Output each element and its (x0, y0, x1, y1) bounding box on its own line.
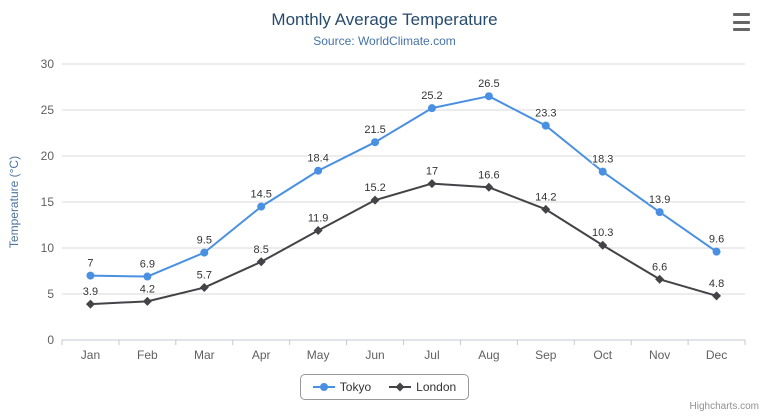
chart-title: Monthly Average Temperature (271, 10, 498, 29)
data-point-tokyo[interactable] (86, 271, 95, 280)
credits-link[interactable]: Highcharts.com (689, 401, 759, 412)
data-label: 18.3 (592, 154, 613, 166)
x-tick-label: May (307, 348, 330, 362)
data-point-tokyo[interactable] (598, 167, 607, 176)
x-tick-label: Sep (535, 348, 557, 362)
x-tick-label: Jan (81, 348, 100, 362)
data-point-tokyo[interactable] (655, 208, 664, 217)
data-point-london[interactable] (712, 291, 722, 301)
data-point-tokyo[interactable] (314, 166, 323, 175)
data-label: 21.5 (364, 124, 385, 136)
y-tick-label: 30 (41, 57, 55, 71)
data-label: 16.6 (478, 169, 499, 181)
data-point-london[interactable] (313, 226, 323, 236)
data-point-tokyo[interactable] (257, 202, 266, 211)
data-label: 17 (426, 166, 438, 178)
data-label: 13.9 (649, 194, 670, 206)
london-series-marker-icon (389, 382, 412, 392)
data-point-london[interactable] (484, 182, 494, 192)
legend-label-london: London (416, 380, 457, 394)
data-label: 5.7 (197, 270, 212, 282)
hamburger-icon (733, 20, 750, 24)
data-point-tokyo[interactable] (200, 248, 209, 257)
y-tick-label: 5 (47, 287, 54, 301)
data-point-london[interactable] (256, 257, 266, 267)
data-point-london[interactable] (142, 296, 152, 306)
data-label: 18.4 (307, 153, 328, 165)
data-point-tokyo[interactable] (427, 104, 436, 113)
y-tick-label: 25 (41, 103, 55, 117)
data-point-london[interactable] (655, 274, 665, 284)
data-label: 10.3 (592, 227, 613, 239)
series-line-london (90, 182, 717, 306)
hamburger-icon (733, 13, 750, 16)
legend-label-tokyo: Tokyo (339, 380, 372, 394)
data-label: 6.9 (140, 259, 155, 271)
x-tick-label: Mar (194, 348, 215, 362)
x-tick-label: Jun (365, 348, 384, 362)
data-label: 23.3 (535, 108, 556, 120)
x-tick-label: Dec (706, 348, 727, 362)
data-point-tokyo[interactable] (143, 272, 152, 281)
data-point-london[interactable] (598, 240, 608, 250)
data-point-london[interactable] (199, 283, 209, 293)
series-line-tokyo (90, 95, 718, 278)
data-label: 6.6 (652, 261, 667, 273)
data-label: 4.2 (140, 283, 155, 295)
data-point-tokyo[interactable] (712, 247, 721, 256)
data-point-london[interactable] (541, 204, 551, 214)
y-axis-title: Temperature (°C) (7, 156, 21, 248)
x-tick-label: Feb (137, 348, 158, 362)
chart-subtitle: Source: WorldClimate.com (313, 34, 456, 48)
tokyo-series-marker-icon (312, 383, 335, 391)
y-tick-label: 0 (47, 333, 54, 347)
data-label: 25.2 (421, 90, 442, 102)
data-point-london[interactable] (370, 195, 380, 205)
x-tick-label: Jul (424, 348, 439, 362)
hamburger-icon (733, 28, 750, 31)
data-label: 15.2 (364, 182, 385, 194)
data-label: 7 (87, 258, 93, 270)
y-tick-label: 10 (41, 241, 55, 255)
data-point-tokyo[interactable] (541, 121, 550, 130)
data-point-london[interactable] (85, 299, 95, 309)
data-label: 14.2 (535, 191, 556, 203)
legend-item-tokyo[interactable]: Tokyo (312, 380, 372, 394)
x-tick-label: Nov (649, 348, 670, 362)
data-label: 11.9 (308, 213, 329, 225)
data-label: 4.8 (709, 278, 724, 290)
x-tick-label: Apr (252, 348, 271, 362)
hamburger-menu-button[interactable] (729, 10, 755, 34)
data-label: 9.6 (709, 234, 724, 246)
x-tick-label: Oct (593, 348, 612, 362)
data-point-london[interactable] (427, 179, 437, 189)
data-point-tokyo[interactable] (371, 138, 380, 147)
y-tick-label: 20 (41, 149, 55, 163)
data-label: 8.5 (254, 244, 269, 256)
legend: Tokyo London (0, 374, 769, 400)
data-label: 3.9 (83, 286, 98, 298)
data-label: 9.5 (197, 235, 212, 247)
data-label: 14.5 (250, 189, 271, 201)
y-tick-label: 15 (41, 195, 55, 209)
legend-box: Tokyo London (299, 374, 470, 400)
legend-item-london[interactable]: London (389, 380, 456, 394)
data-point-tokyo[interactable] (484, 92, 493, 101)
data-label: 26.5 (478, 78, 499, 90)
x-tick-label: Aug (478, 348, 499, 362)
